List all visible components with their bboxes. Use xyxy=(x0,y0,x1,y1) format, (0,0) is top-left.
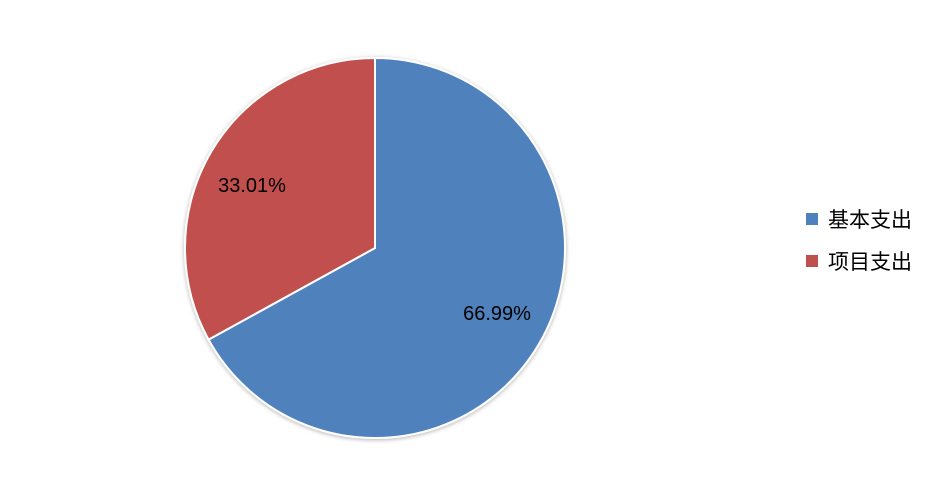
legend-item-xiangmu: 项目支出 xyxy=(806,246,912,276)
pie-slice-1 xyxy=(184,56,376,341)
legend-item-jiben: 基本支出 xyxy=(806,204,912,234)
legend-swatch xyxy=(806,255,818,267)
legend-label: 项目支出 xyxy=(828,250,912,274)
data-label-jiben: 66.99% xyxy=(463,303,531,325)
legend-swatch xyxy=(806,213,818,225)
data-label-xiangmu: 33.01% xyxy=(218,175,286,197)
pie-slice-0 xyxy=(207,56,566,439)
legend-label: 基本支出 xyxy=(828,208,912,232)
